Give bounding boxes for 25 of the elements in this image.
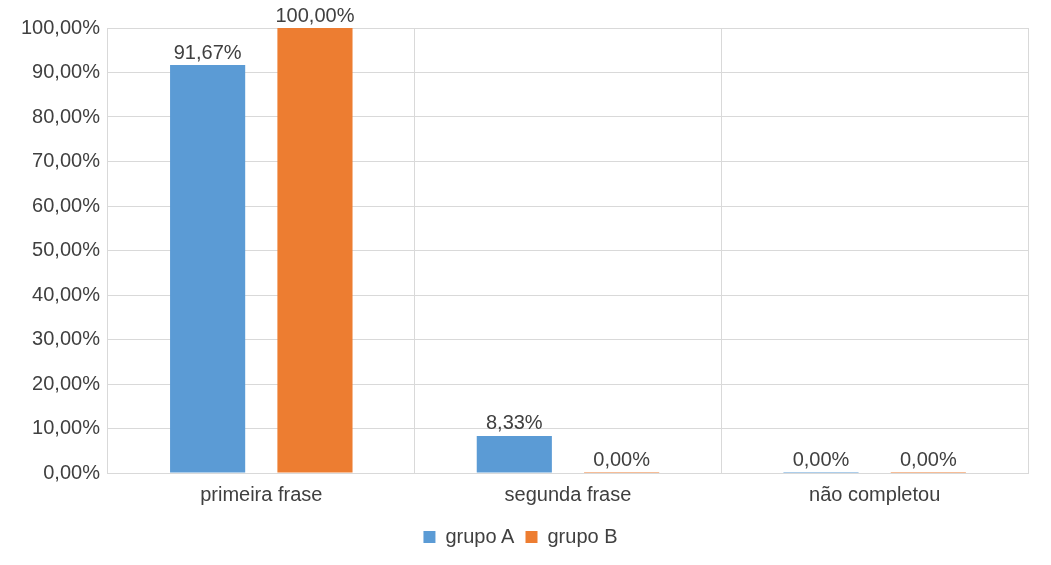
y-tick-label: 40,00%: [32, 282, 101, 305]
data-label: 100,00%: [275, 3, 355, 26]
y-tick-label: 0,00%: [43, 460, 101, 483]
y-tick-label: 90,00%: [32, 60, 101, 83]
x-tick-label: primeira frase: [200, 482, 323, 505]
data-label: 0,00%: [792, 447, 850, 470]
data-label: 8,33%: [485, 411, 543, 434]
bar: [277, 28, 353, 473]
y-tick-label: 80,00%: [32, 104, 101, 127]
data-label: 0,00%: [593, 447, 651, 470]
x-tick-label: segunda frase: [504, 482, 632, 505]
x-tick-label: não completou: [809, 482, 941, 505]
y-tick-label: 10,00%: [32, 416, 101, 439]
y-tick-label: 30,00%: [32, 327, 101, 350]
bar: [476, 435, 552, 473]
y-tick-label: 20,00%: [32, 371, 101, 394]
data-label: 91,67%: [173, 40, 242, 63]
legend-label: grupo B: [547, 524, 618, 547]
data-label: 0,00%: [899, 447, 957, 470]
legend-label: grupo A: [445, 524, 516, 547]
y-tick-label: 50,00%: [32, 238, 101, 261]
y-tick-label: 70,00%: [32, 149, 101, 172]
y-tick-label: 60,00%: [32, 193, 101, 216]
bar: [170, 65, 246, 473]
y-tick-label: 100,00%: [20, 15, 101, 38]
